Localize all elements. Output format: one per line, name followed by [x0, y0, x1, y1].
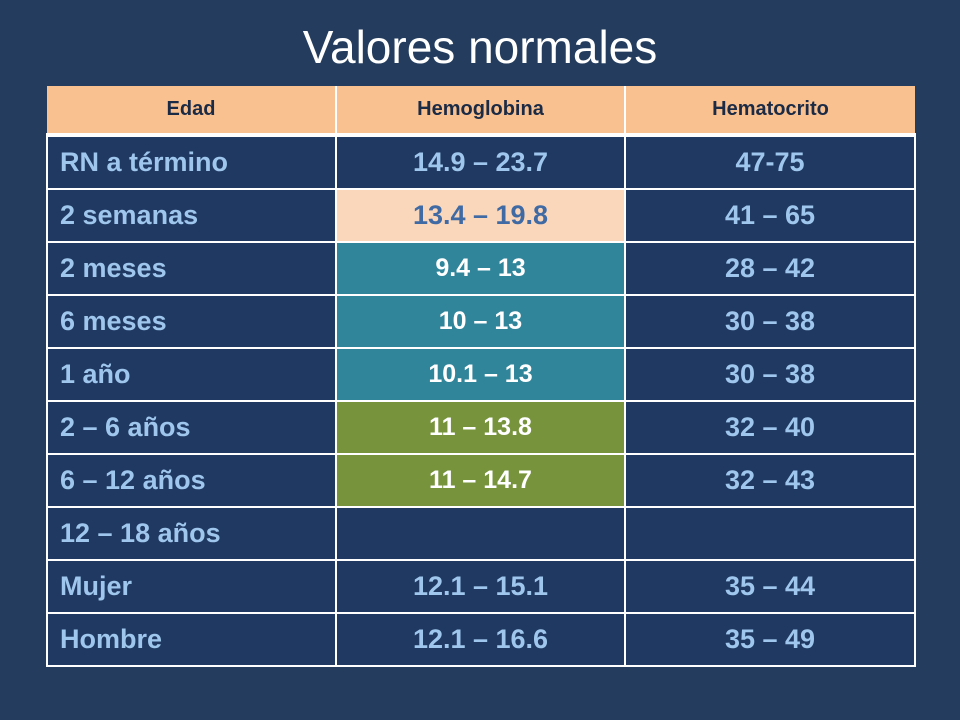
- age-cell: 6 – 12 años: [46, 453, 337, 508]
- hemoglobin-cell: 11 – 13.8: [335, 400, 626, 455]
- hematocrit-cell: 32 – 43: [624, 453, 916, 508]
- table-row: 6 – 12 años 11 – 14.7 32 – 43: [46, 453, 916, 508]
- age-cell: 2 – 6 años: [46, 400, 337, 455]
- age-cell: Hombre: [46, 612, 337, 667]
- hematocrit-cell: 28 – 42: [624, 241, 916, 296]
- header-hematocrito: Hematocrito: [625, 86, 915, 137]
- hematocrit-cell: [624, 506, 916, 561]
- table-row: 2 semanas 13.4 – 19.8 41 – 65: [46, 188, 916, 243]
- hematocrit-cell: 41 – 65: [624, 188, 916, 243]
- hematocrit-cell: 35 – 44: [624, 559, 916, 614]
- hematocrit-cell: 35 – 49: [624, 612, 916, 667]
- age-cell: 1 año: [46, 347, 337, 402]
- hematocrit-cell: 32 – 40: [624, 400, 916, 455]
- hematocrit-cell: 30 – 38: [624, 294, 916, 349]
- hemoglobin-cell: 11 – 14.7: [335, 453, 626, 508]
- hemoglobin-cell: 13.4 – 19.8: [335, 188, 626, 243]
- table-row: 1 año 10.1 – 13 30 – 38: [46, 347, 916, 402]
- age-cell: RN a término: [46, 134, 337, 190]
- table-row: 2 meses 9.4 – 13 28 – 42: [46, 241, 916, 296]
- hemoglobin-cell: 10.1 – 13: [335, 347, 626, 402]
- table-row: RN a término 14.9 – 23.7 47-75: [46, 134, 916, 190]
- age-cell: Mujer: [46, 559, 337, 614]
- table-row: 12 – 18 años: [46, 506, 916, 561]
- header-edad: Edad: [47, 86, 337, 137]
- slide-title: Valores normales: [302, 21, 658, 73]
- hemoglobin-cell: [335, 506, 626, 561]
- table-row: 6 meses 10 – 13 30 – 38: [46, 294, 916, 349]
- hemoglobin-cell: 12.1 – 16.6: [335, 612, 626, 667]
- normal-values-table: Edad Hemoglobina Hematocrito RN a términ…: [46, 86, 916, 667]
- age-cell: 2 semanas: [46, 188, 337, 243]
- hemoglobin-cell: 10 – 13: [335, 294, 626, 349]
- hematocrit-cell: 30 – 38: [624, 347, 916, 402]
- hemoglobin-cell: 12.1 – 15.1: [335, 559, 626, 614]
- age-cell: 6 meses: [46, 294, 337, 349]
- hemoglobin-cell: 9.4 – 13: [335, 241, 626, 296]
- hemoglobin-cell: 14.9 – 23.7: [335, 134, 626, 190]
- table-row: Hombre 12.1 – 16.6 35 – 49: [46, 612, 916, 667]
- header-row: Edad Hemoglobina Hematocrito: [47, 86, 915, 137]
- age-cell: 2 meses: [46, 241, 337, 296]
- header-hemoglobina: Hemoglobina: [336, 86, 626, 137]
- age-cell: 12 – 18 años: [46, 506, 337, 561]
- table-row: Mujer 12.1 – 15.1 35 – 44: [46, 559, 916, 614]
- hematocrit-cell: 47-75: [624, 134, 916, 190]
- table-row: 2 – 6 años 11 – 13.8 32 – 40: [46, 400, 916, 455]
